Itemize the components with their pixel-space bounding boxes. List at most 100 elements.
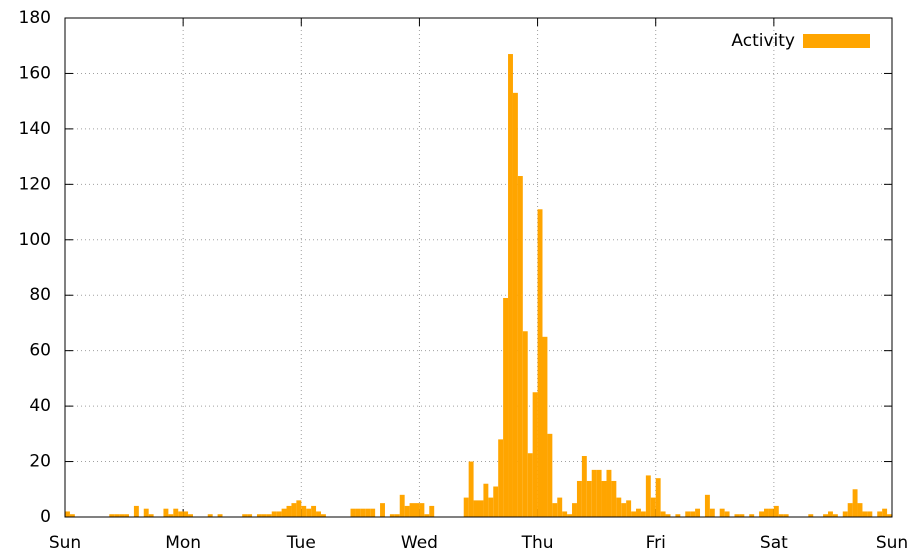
bar: [631, 511, 637, 517]
y-tick-label: 160: [19, 63, 51, 83]
bar: [734, 514, 740, 517]
bar: [69, 514, 75, 517]
bar: [636, 508, 641, 517]
bar: [759, 511, 765, 517]
bar: [586, 480, 592, 517]
y-tick-label: 60: [29, 341, 51, 361]
bar: [478, 500, 484, 517]
bar: [823, 514, 829, 517]
bar: [778, 514, 784, 517]
bar: [547, 433, 553, 517]
bar: [542, 336, 548, 517]
bar: [557, 497, 563, 517]
bar: [281, 508, 287, 517]
bar: [517, 176, 523, 517]
bar: [109, 514, 115, 517]
bar: [532, 392, 538, 517]
bar: [704, 494, 710, 517]
y-tick-label: 0: [40, 507, 51, 527]
bar: [882, 508, 888, 517]
x-tick-label: Sun: [49, 533, 81, 553]
bar: [355, 508, 361, 517]
y-tick-label: 80: [29, 285, 51, 305]
bar: [621, 503, 627, 517]
legend-swatch: [803, 34, 870, 48]
y-tick-label: 140: [19, 119, 51, 139]
x-tick-label: Mon: [165, 533, 201, 553]
x-tick-label: Tue: [286, 533, 316, 553]
bar: [207, 514, 213, 517]
bar: [503, 297, 509, 517]
bar: [409, 503, 415, 517]
bar: [591, 469, 597, 517]
bar: [124, 514, 129, 517]
bar: [660, 511, 666, 517]
bar: [739, 514, 745, 517]
bar: [493, 486, 499, 517]
bar: [764, 508, 769, 517]
y-tick-label: 100: [19, 230, 51, 250]
bar: [606, 469, 612, 517]
bar: [301, 505, 307, 517]
bar: [783, 514, 789, 517]
bar: [424, 514, 430, 517]
bar: [522, 331, 528, 517]
bar: [685, 511, 691, 517]
bar: [552, 503, 558, 517]
bar: [576, 480, 582, 517]
bar: [832, 514, 838, 517]
bar: [360, 508, 366, 517]
bar: [296, 500, 302, 517]
bar: [217, 514, 223, 517]
bar: [404, 505, 410, 517]
bar: [183, 511, 189, 517]
bar: [316, 511, 321, 517]
x-tick-label: Sat: [760, 533, 788, 553]
bar: [261, 514, 267, 517]
legend-label: Activity: [731, 31, 795, 51]
bar: [276, 511, 282, 517]
bar: [611, 480, 617, 517]
bar: [320, 514, 326, 517]
bar: [675, 514, 681, 517]
bar: [562, 511, 568, 517]
bar: [887, 514, 892, 517]
bar: [133, 505, 139, 517]
bar: [266, 514, 272, 517]
bar: [808, 514, 814, 517]
bar: [394, 514, 400, 517]
bar: [389, 514, 395, 517]
bar: [640, 511, 646, 517]
bar: [508, 54, 513, 518]
y-tick-label: 40: [29, 396, 51, 416]
bar: [749, 514, 755, 517]
bar: [498, 439, 504, 517]
bar: [572, 503, 577, 517]
bar: [690, 511, 696, 517]
bar: [828, 511, 833, 517]
bar: [581, 456, 587, 517]
bar: [429, 505, 435, 517]
x-tick-label: Wed: [401, 533, 438, 553]
bar: [399, 494, 405, 517]
bar: [567, 514, 573, 517]
bar: [847, 503, 853, 517]
bar: [256, 514, 262, 517]
bar: [173, 508, 179, 517]
bar: [719, 508, 725, 517]
bar: [143, 508, 149, 517]
bar: [709, 508, 715, 517]
bar: [655, 478, 661, 517]
bar: [867, 511, 873, 517]
y-tick-label: 20: [29, 452, 51, 472]
bar: [178, 511, 184, 517]
bar: [365, 508, 371, 517]
y-tick-label: 120: [19, 174, 51, 194]
bar: [188, 514, 193, 517]
bar: [488, 497, 494, 517]
bar: [168, 514, 174, 517]
plot-border: [64, 17, 893, 518]
bar: [468, 461, 474, 517]
bar: [842, 511, 848, 517]
